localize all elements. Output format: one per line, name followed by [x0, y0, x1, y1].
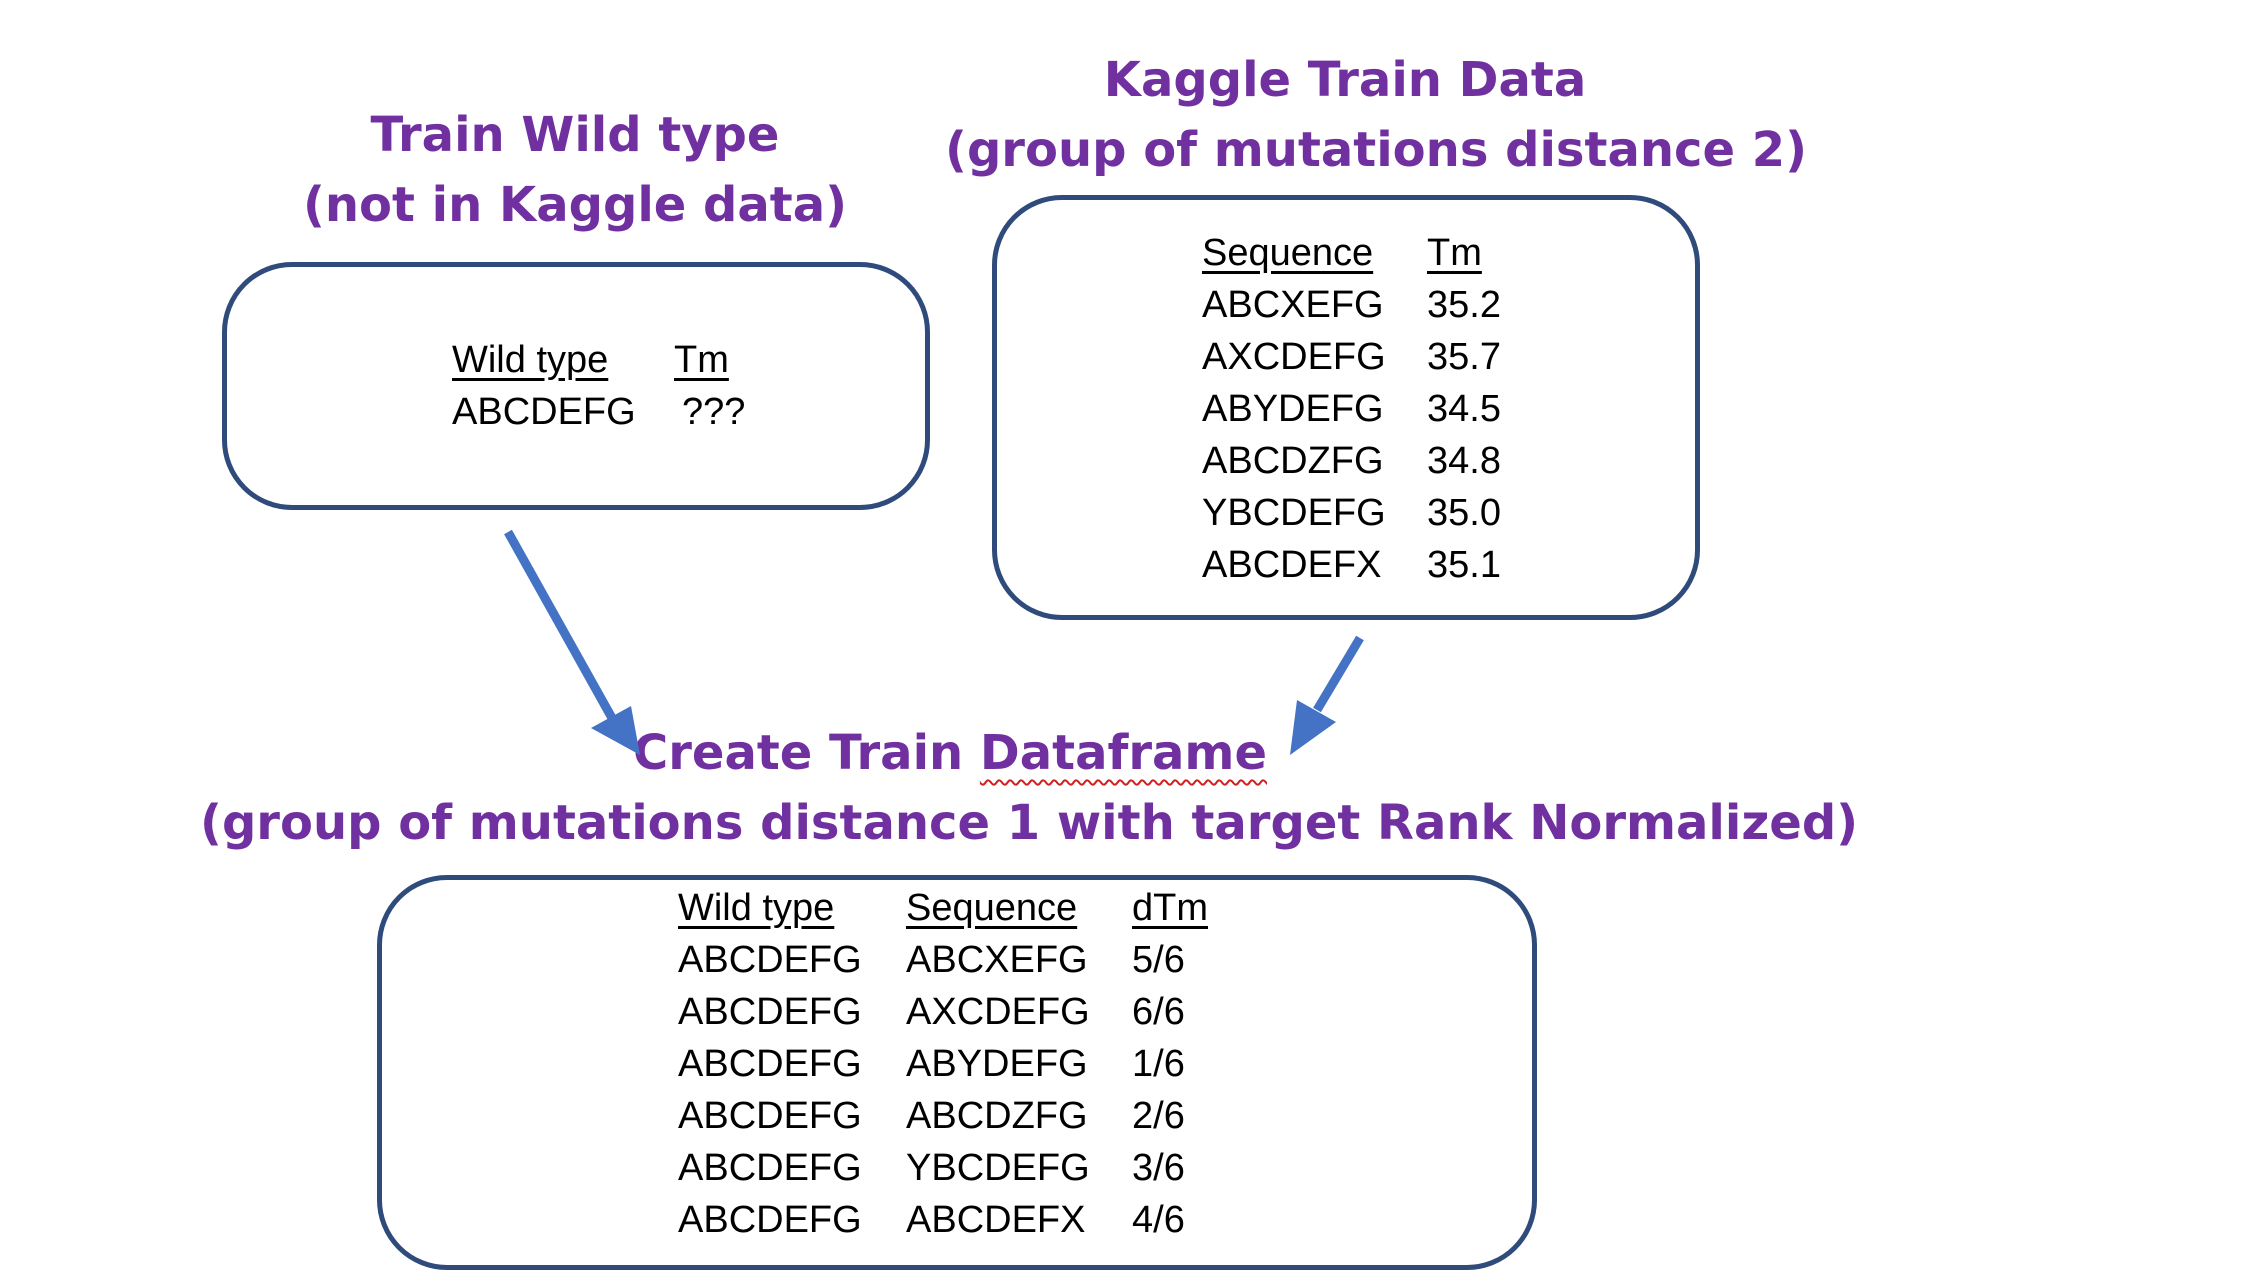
- arrow-wildtype-to-result: [508, 532, 640, 755]
- arrow-kaggle-to-result: [1290, 638, 1360, 755]
